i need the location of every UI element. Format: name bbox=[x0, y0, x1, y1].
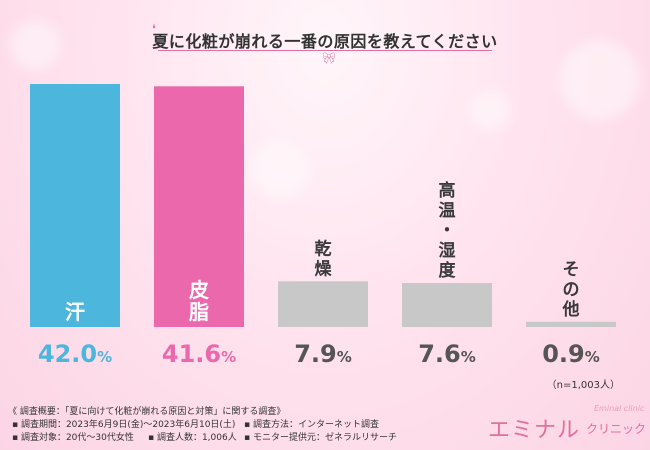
bokeh-decoration bbox=[560, 40, 640, 120]
survey-period: ▪ 調査期間：2023年6月9日(金)〜2023年6月10日(土) bbox=[12, 420, 236, 430]
title-underline bbox=[158, 50, 492, 51]
bar-1 bbox=[154, 86, 244, 327]
bokeh-decoration bbox=[10, 20, 60, 70]
sample-size-label: （n=1,003人） bbox=[546, 380, 620, 391]
title-quote-icon: ❛ bbox=[152, 22, 156, 36]
category-label-2: 乾燥 bbox=[315, 238, 333, 279]
bar-3 bbox=[402, 283, 492, 327]
logo-english: Eminal clinic bbox=[594, 404, 645, 413]
category-label-3: 高温・湿度 bbox=[439, 180, 457, 281]
survey-provider: ▪ モニター提供元：ゼネラルリサーチ bbox=[244, 433, 397, 443]
category-label-4: その他 bbox=[562, 260, 580, 320]
logo-sub-text: クリニック bbox=[586, 422, 647, 436]
category-label-1: 皮脂 bbox=[189, 278, 209, 324]
survey-count: ▪ 調査人数：1,006人 bbox=[148, 433, 237, 443]
ribbon-icon: 🎀︎ bbox=[322, 52, 336, 65]
value-label-4: 0.9% bbox=[542, 340, 600, 368]
value-label-3: 7.6% bbox=[418, 340, 476, 368]
bar-2 bbox=[278, 281, 368, 327]
bar-0 bbox=[30, 84, 120, 327]
category-label-0: 汗 bbox=[65, 300, 85, 324]
chart-title-block: ❛ 夏に化粧が崩れる一番の原因を教えてください 🎀︎ bbox=[150, 14, 500, 65]
clinic-logo: Eminal clinic エミナル クリニック bbox=[488, 402, 648, 446]
survey-method: ▪ 調査方法：インターネット調査 bbox=[244, 420, 379, 430]
bokeh-decoration bbox=[470, 90, 510, 130]
value-label-2: 7.9% bbox=[294, 340, 352, 368]
survey-title: 《 調査概要：「夏に向けて化粧が崩れる原因と対策」に関する調査》 bbox=[8, 407, 286, 417]
value-label-1: 41.6% bbox=[162, 340, 236, 368]
bar-4 bbox=[526, 321, 616, 327]
chart-title: 夏に化粧が崩れる一番の原因を教えてください bbox=[152, 32, 498, 51]
bokeh-decoration bbox=[250, 140, 310, 200]
logo-main-text: エミナル bbox=[488, 418, 581, 443]
survey-target: ▪ 調査対象：20代〜30代女性 bbox=[12, 433, 134, 443]
bar-chart: 汗 42.0% 皮脂 41.6% 乾燥 7.9% 高温・湿度 7.6% その他 0.9% bbox=[30, 84, 616, 368]
value-label-0: 42.0% bbox=[38, 340, 112, 368]
